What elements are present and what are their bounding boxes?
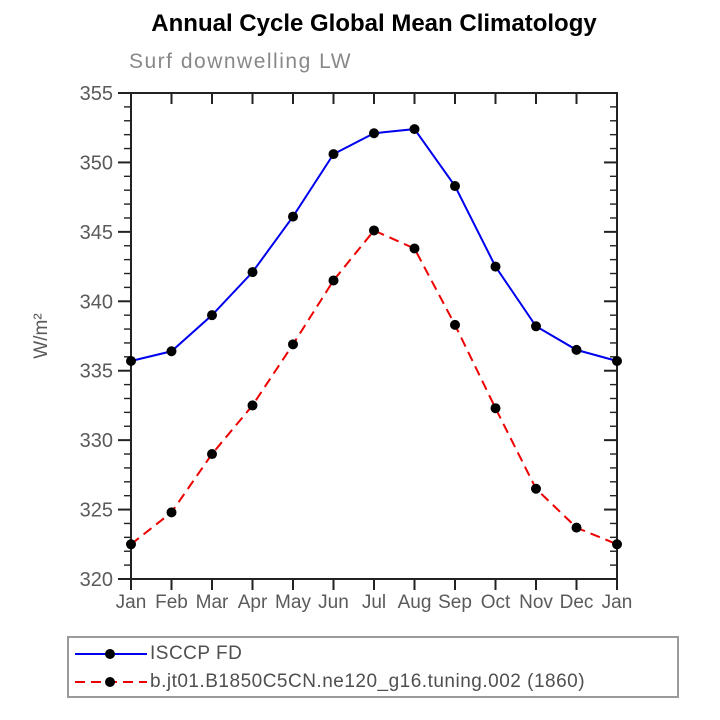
data-point-marker: [612, 355, 622, 366]
y-tick-label: 355: [80, 83, 113, 105]
data-point-marker: [207, 449, 217, 460]
y-tick-label: 330: [80, 430, 113, 452]
y-tick-label: 340: [80, 291, 113, 313]
legend-sample-line-dashed: [75, 677, 147, 687]
legend-label-model: b.jt01.B1850C5CN.ne120_g16.tuning.002 (1…: [150, 671, 586, 692]
data-point-marker: [450, 319, 460, 330]
y-tick-label: 325: [80, 500, 113, 522]
x-tick-label: Jan: [602, 592, 633, 613]
x-tick-label: Oct: [481, 592, 511, 613]
x-tick-label: Jul: [362, 592, 386, 613]
data-point-marker: [409, 243, 420, 254]
x-tick-label: May: [275, 592, 311, 613]
data-point-marker: [490, 403, 501, 414]
data-point-marker: [571, 522, 582, 533]
data-point-marker: [409, 124, 420, 135]
plot-frame: [130, 92, 618, 580]
legend-item-model: b.jt01.B1850C5CN.ne120_g16.tuning.002 (1…: [69, 668, 677, 696]
y-tick-label: 345: [80, 222, 113, 244]
data-point-marker: [369, 225, 379, 236]
x-tick-label: Jun: [318, 592, 349, 613]
x-tick-label: Sep: [438, 592, 472, 613]
data-point-marker: [126, 355, 136, 366]
x-tick-label: Aug: [398, 592, 432, 613]
x-tick-label: Jan: [116, 592, 147, 613]
chart-title: Annual Cycle Global Mean Climatology: [151, 10, 597, 37]
data-point-marker: [288, 339, 298, 350]
series-line-1: [130, 229, 618, 546]
data-point-marker: [288, 211, 298, 222]
data-point-marker: [369, 128, 379, 139]
data-point-marker: [247, 267, 258, 278]
y-tick-label: 320: [80, 569, 113, 591]
data-point-marker: [328, 149, 339, 160]
y-tick-label: 350: [80, 152, 113, 174]
data-point-marker: [207, 310, 217, 321]
x-tick-label: Apr: [238, 592, 268, 613]
data-point-marker: [166, 507, 177, 518]
x-tick-label: Nov: [519, 592, 553, 613]
legend-label-isccp: ISCCP FD: [150, 643, 243, 664]
data-point-marker: [490, 261, 501, 272]
legend-box: ISCCP FD b.jt01.B1850C5CN.ne120_g16.tuni…: [67, 636, 679, 698]
data-point-marker: [571, 344, 582, 355]
data-point-marker: [166, 346, 177, 357]
legend-sample-line-solid: [75, 649, 147, 659]
x-tick-label: Feb: [155, 592, 188, 613]
y-tick-label: 335: [80, 361, 113, 383]
data-point-marker: [531, 483, 541, 494]
data-point-marker: [247, 400, 258, 411]
data-point-marker: [126, 539, 136, 550]
data-point-marker: [328, 275, 339, 286]
data-point-marker: [612, 539, 622, 550]
data-point-marker: [450, 181, 460, 192]
x-tick-label: Mar: [196, 592, 229, 613]
legend-item-isccp: ISCCP FD: [69, 640, 677, 668]
x-tick-label: Dec: [560, 592, 594, 613]
series-line-0: [130, 128, 618, 362]
data-point-marker: [531, 321, 541, 332]
chart-subtitle: Surf downwelling LW: [129, 50, 353, 73]
